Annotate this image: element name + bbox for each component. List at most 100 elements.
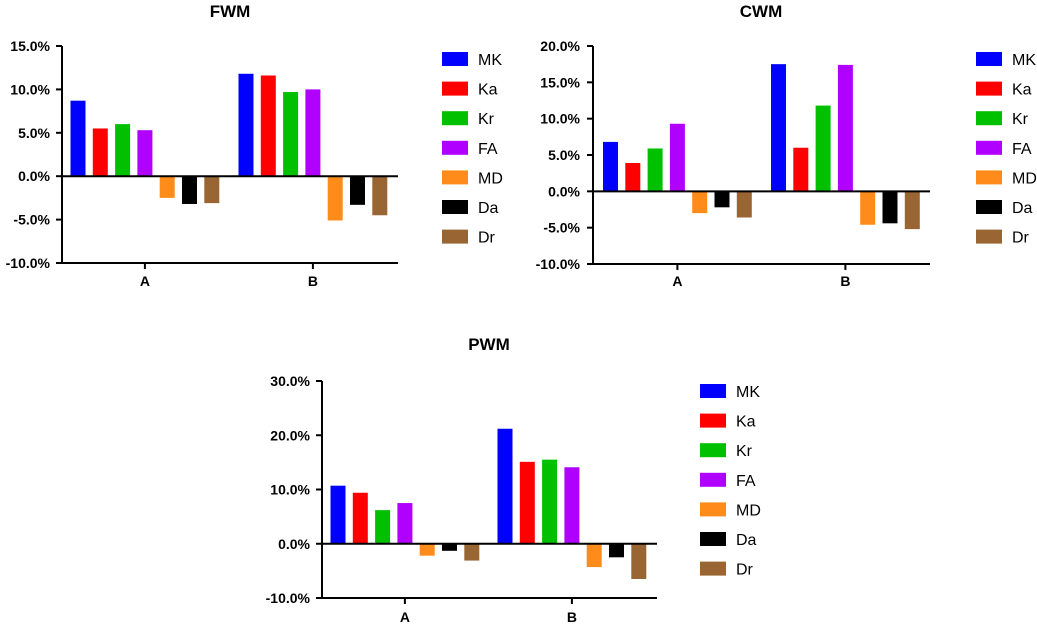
chart-fwm: FWM -10.0% -5.0% 0.0% 5.0% 10.0% 15.0% A B MK Ka Kr… <box>6 2 503 289</box>
legend-label-mk: MK <box>1012 52 1036 69</box>
legend-swatch-mk <box>700 384 726 398</box>
y-tick-label: 0.0% <box>18 168 50 184</box>
y-tick-label: -10.0% <box>266 590 311 606</box>
y-tick-label: 10.0% <box>270 482 310 498</box>
bar-da-a <box>442 543 457 551</box>
bar-md-a <box>419 543 435 556</box>
bar-fa-a <box>669 123 685 192</box>
bar-dr-a <box>204 176 220 204</box>
bar-fa-b <box>564 467 580 544</box>
legend-swatch-kr <box>442 111 468 126</box>
y-tick-label: -5.0% <box>13 212 50 228</box>
bar-mk-b <box>771 64 786 192</box>
bar-ka-a <box>625 162 641 192</box>
x-tick-label: B <box>308 273 318 289</box>
legend-label-da: Da <box>1012 200 1033 217</box>
legend-swatch-fa <box>442 140 468 155</box>
bar-da-b <box>882 191 898 224</box>
bar-kr-b <box>283 92 299 177</box>
legend-label-mk: MK <box>478 52 502 69</box>
bar-kr-a <box>375 510 391 544</box>
legend-label-ka: Ka <box>1012 82 1032 99</box>
bar-md-b <box>860 191 876 225</box>
legend-swatch-dr <box>700 561 726 576</box>
legend-label-da: Da <box>478 200 499 217</box>
bar-da-a <box>182 176 197 204</box>
x-tick-label: B <box>840 273 850 289</box>
y-tick-label: 10.0% <box>10 81 50 97</box>
y-tick-label: 5.0% <box>18 125 50 141</box>
chart-title: FWM <box>210 2 251 21</box>
y-tick-label: -10.0% <box>6 255 51 271</box>
x-tick-label: A <box>400 609 410 625</box>
bar-dr-b <box>372 176 388 216</box>
bar-ka-b <box>519 461 535 544</box>
bar-ka-a <box>92 128 108 177</box>
y-tick-label: -10.0% <box>536 256 581 272</box>
legend-swatch-md <box>976 170 1002 185</box>
legend-label-kr: Kr <box>1012 111 1029 128</box>
y-tick-label: 5.0% <box>548 147 580 163</box>
bar-ka-b <box>260 75 276 177</box>
chart-pwm: PWM -10.0% 0.0% 10.0% 20.0% 30.0% A B MK Ka Kr FA MD… <box>266 335 761 625</box>
legend-swatch-fa <box>976 140 1002 155</box>
y-tick-label: 0.0% <box>548 183 580 199</box>
legend-label-ka: Ka <box>736 414 756 431</box>
bar-md-a <box>159 176 175 198</box>
legend-swatch-mk <box>976 52 1002 66</box>
legend-label-fa: FA <box>1012 141 1032 158</box>
legend-label-dr: Dr <box>736 562 754 579</box>
bar-md-a <box>692 191 708 214</box>
legend-swatch-md <box>700 502 726 517</box>
legend-swatch-ka <box>442 81 468 96</box>
bar-kr-a <box>115 124 131 177</box>
legend-swatch-ka <box>700 413 726 428</box>
legend-label-md: MD <box>478 170 503 187</box>
bar-mk-b <box>497 428 513 544</box>
chart-title: CWM <box>740 2 782 21</box>
legend-label-dr: Dr <box>1012 230 1030 247</box>
bar-kr-a <box>647 148 663 192</box>
bar-fa-a <box>137 130 153 177</box>
legend-swatch-md <box>442 170 468 185</box>
bar-kr-b <box>815 105 831 192</box>
legend-label-fa: FA <box>736 473 756 490</box>
x-tick-label: B <box>567 609 577 625</box>
legend: MK Ka Kr FA MD Da Dr <box>976 52 1037 247</box>
bar-mk-b <box>238 73 254 177</box>
bar-fa-b <box>305 89 321 177</box>
bar-dr-a <box>464 543 480 561</box>
bar-fa-a <box>397 503 413 544</box>
y-tick-label: 0.0% <box>278 536 310 552</box>
x-tick-label: A <box>672 273 682 289</box>
y-tick-label: 15.0% <box>540 74 580 90</box>
y-tick-label: 10.0% <box>540 111 580 127</box>
legend-swatch-ka <box>976 81 1002 96</box>
legend-label-md: MD <box>1012 170 1037 187</box>
x-tick-label: A <box>140 273 150 289</box>
legend-label-dr: Dr <box>478 230 496 247</box>
chart-title: PWM <box>468 335 510 354</box>
legend-label-kr: Kr <box>736 443 753 460</box>
y-tick-label: 20.0% <box>270 427 310 443</box>
legend-swatch-da <box>700 532 726 546</box>
legend-label-fa: FA <box>478 141 498 158</box>
legend-swatch-da <box>442 200 468 214</box>
bar-da-b <box>350 176 365 205</box>
bar-mk-a <box>70 100 86 177</box>
bar-da-a <box>714 191 730 208</box>
bar-da-b <box>609 543 624 558</box>
legend-swatch-dr <box>976 229 1002 244</box>
legend: MK Ka Kr FA MD Da Dr <box>442 52 503 247</box>
bar-mk-a <box>603 141 618 192</box>
y-tick-label: 20.0% <box>540 38 580 54</box>
y-tick-label: 15.0% <box>10 38 50 54</box>
y-tick-label: 30.0% <box>270 373 310 389</box>
chart-cwm: CWM -10.0% -5.0% 0.0% 5.0% 10.0% 15.0% 20.0% A B M… <box>536 2 1037 289</box>
legend-label-mk: MK <box>736 384 760 401</box>
y-tick-label: -5.0% <box>543 220 580 236</box>
legend-label-md: MD <box>736 502 761 519</box>
bar-md-b <box>327 176 343 221</box>
legend-label-ka: Ka <box>478 82 498 99</box>
